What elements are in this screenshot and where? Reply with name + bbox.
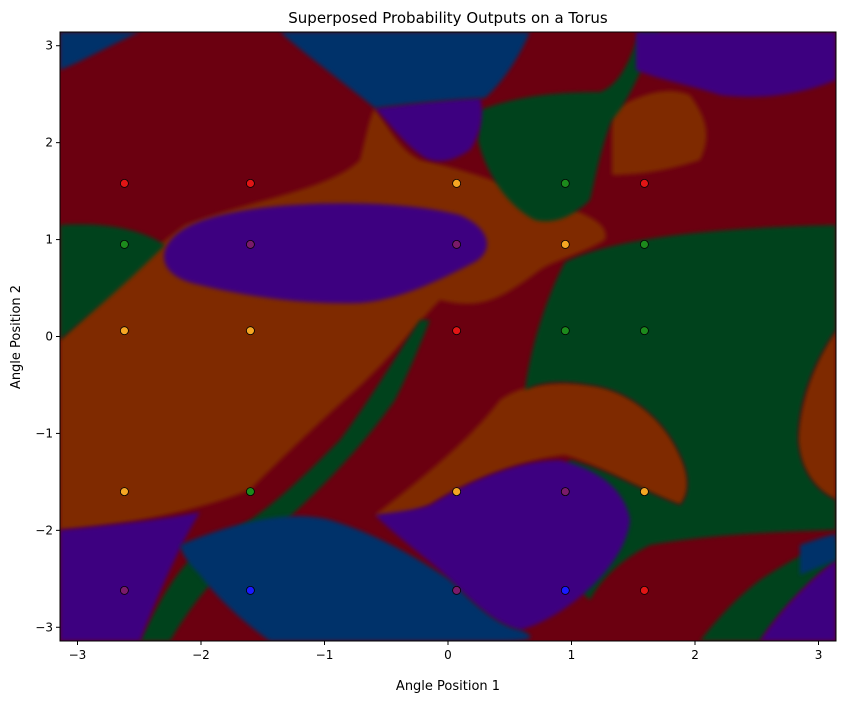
scatter-point	[640, 239, 649, 249]
region-indigo-lower-left	[60, 512, 200, 641]
scatter-point	[640, 586, 649, 595]
y-tick-label: 1	[45, 233, 53, 247]
x-tick-label: −2	[192, 648, 210, 662]
scatter-point	[452, 239, 462, 249]
chart-title: Superposed Probability Outputs on a Toru…	[288, 9, 608, 27]
region-navy-lower	[180, 516, 531, 641]
y-tick-label: −3	[35, 620, 53, 634]
scatter-point	[560, 487, 570, 497]
region-navy-top-left	[60, 32, 140, 70]
x-axis-ticks: −3 −2 −1 0 1 2 3	[69, 641, 823, 662]
scatter-point	[245, 586, 255, 595]
region-indigo-lower-right	[760, 560, 836, 641]
y-tick-label: 0	[45, 330, 53, 344]
x-tick-label: 2	[691, 648, 699, 662]
scatter-point	[560, 239, 570, 249]
region-indigo-top-right	[636, 32, 836, 97]
scatter-point	[245, 487, 255, 497]
region-indigo-top	[375, 98, 482, 162]
region-navy-right-edge	[800, 534, 836, 575]
scatter-point	[560, 178, 570, 188]
scatter-point	[120, 239, 129, 249]
region-green-upper	[478, 32, 660, 222]
y-axis-ticks: −3 −2 −1 0 1 2 3	[35, 39, 60, 634]
x-tick-label: 3	[815, 648, 823, 662]
scatter-point	[640, 326, 649, 336]
region-green-left	[60, 224, 165, 340]
scatter-point	[452, 326, 462, 336]
decision-regions	[60, 32, 836, 641]
scatter-point	[245, 326, 255, 336]
scatter-point	[120, 326, 129, 336]
y-axis-label: Angle Position 2	[9, 285, 24, 389]
x-tick-label: −3	[69, 648, 87, 662]
scatter-point	[120, 487, 129, 497]
x-tick-label: −1	[316, 648, 334, 662]
region-orange-brown-main	[60, 108, 606, 530]
scatter-point	[120, 586, 129, 595]
y-tick-label: 3	[45, 39, 53, 53]
x-tick-label: 1	[568, 648, 576, 662]
y-tick-label: −2	[35, 523, 53, 537]
region-orange-brown-lower	[375, 383, 688, 517]
region-navy-top	[280, 32, 530, 108]
scatter-point	[120, 178, 129, 188]
y-tick-label: −1	[35, 426, 53, 440]
scatter-point	[640, 178, 649, 188]
region-indigo-central	[164, 203, 487, 304]
points-layer	[120, 178, 649, 595]
x-axis-label: Angle Position 1	[396, 679, 500, 694]
scatter-point	[452, 178, 462, 188]
scatter-point	[560, 326, 570, 336]
region-orange-brown-right	[798, 330, 836, 500]
region-orange-brown-upper-right	[612, 90, 707, 175]
scatter-point	[245, 178, 255, 188]
scatter-point	[640, 487, 649, 497]
scatter-point	[560, 586, 570, 595]
scatter-point	[452, 586, 462, 595]
scatter-point	[245, 239, 255, 249]
y-tick-label: 2	[45, 136, 53, 150]
scatter-point	[452, 487, 462, 497]
x-tick-label: 0	[444, 648, 452, 662]
